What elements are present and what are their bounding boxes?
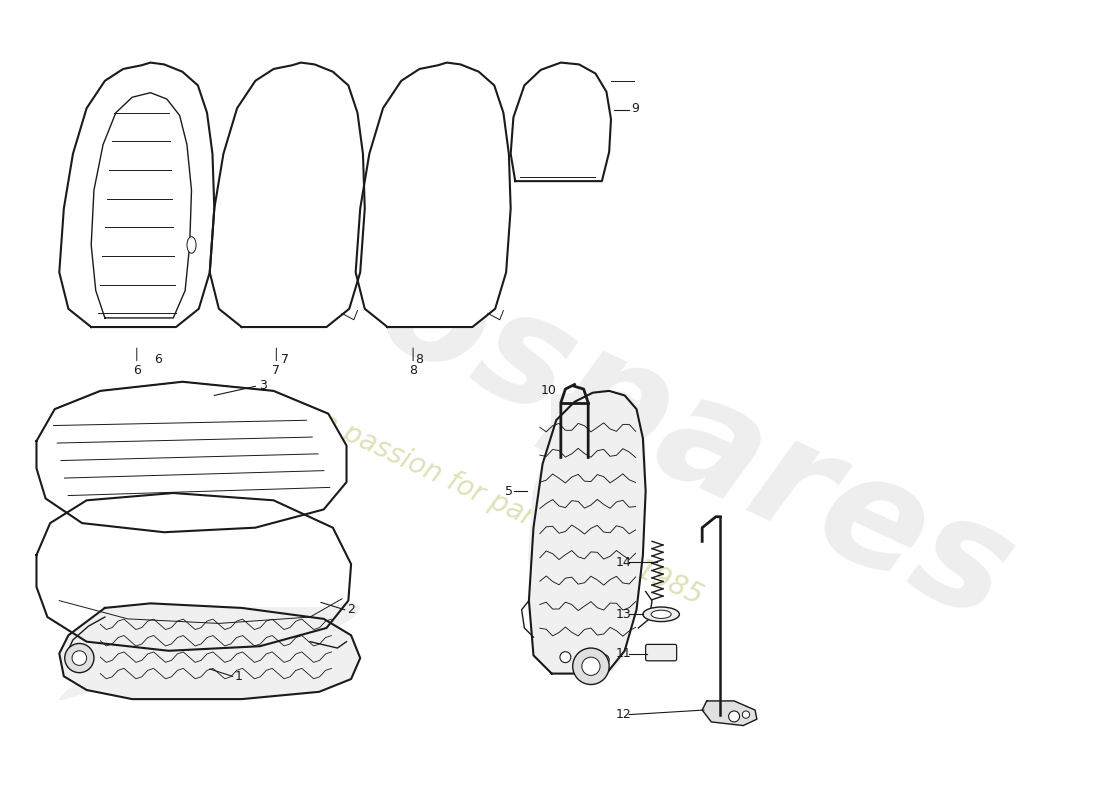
Text: eurospares: eurospares: [96, 110, 1035, 654]
Polygon shape: [702, 701, 757, 726]
Circle shape: [573, 648, 609, 685]
Polygon shape: [510, 62, 610, 181]
Circle shape: [65, 643, 94, 673]
Text: 6: 6: [154, 353, 162, 366]
Circle shape: [598, 654, 609, 666]
Circle shape: [742, 711, 749, 718]
Text: 6: 6: [133, 348, 141, 377]
Polygon shape: [36, 382, 347, 532]
Text: 5: 5: [505, 485, 513, 498]
Text: 7: 7: [282, 353, 289, 366]
Circle shape: [728, 711, 739, 722]
Text: 2: 2: [348, 603, 355, 616]
Circle shape: [560, 652, 571, 662]
Text: 10: 10: [540, 384, 557, 398]
Polygon shape: [529, 391, 646, 674]
Circle shape: [582, 657, 600, 675]
Circle shape: [583, 657, 594, 668]
Text: 12: 12: [616, 708, 631, 721]
Polygon shape: [529, 391, 646, 674]
Polygon shape: [59, 603, 360, 699]
Polygon shape: [59, 62, 215, 327]
Text: 13: 13: [616, 608, 631, 621]
Text: 8: 8: [409, 348, 417, 377]
Circle shape: [72, 650, 87, 666]
Polygon shape: [36, 382, 347, 532]
Text: 11: 11: [616, 647, 631, 660]
Polygon shape: [210, 62, 365, 327]
Polygon shape: [36, 493, 351, 650]
Polygon shape: [36, 493, 351, 650]
FancyBboxPatch shape: [646, 644, 676, 661]
Ellipse shape: [642, 607, 680, 622]
Text: 1: 1: [234, 670, 242, 683]
Text: 3: 3: [258, 379, 267, 392]
Text: a passion for parts since 1985: a passion for parts since 1985: [315, 408, 706, 610]
Ellipse shape: [187, 237, 196, 253]
Text: 14: 14: [616, 556, 631, 569]
Text: 9: 9: [631, 102, 639, 114]
Ellipse shape: [651, 610, 671, 618]
Polygon shape: [355, 62, 510, 327]
Polygon shape: [59, 603, 360, 699]
Polygon shape: [355, 62, 510, 327]
Polygon shape: [510, 62, 610, 181]
Polygon shape: [59, 62, 215, 327]
Text: 8: 8: [416, 353, 424, 366]
Text: 7: 7: [273, 348, 280, 377]
Polygon shape: [210, 62, 365, 327]
